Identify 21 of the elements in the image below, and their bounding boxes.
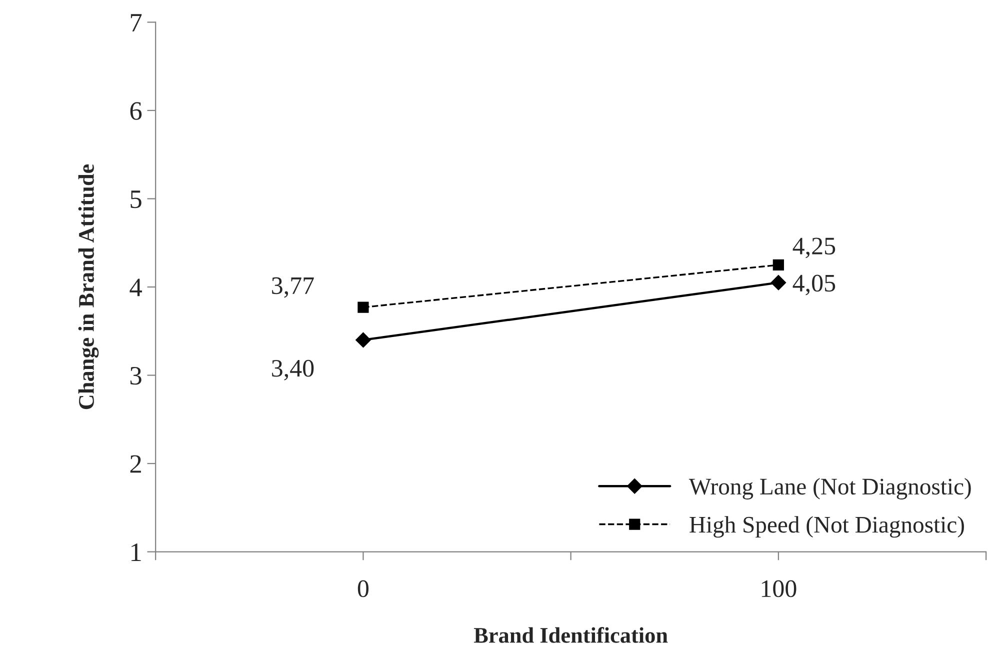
x-axis-title: Brand Identification (474, 627, 668, 643)
legend-label: Wrong Lane (Not Diagnostic) (688, 478, 971, 500)
y-tick-label: 7 (130, 14, 142, 32)
legend-label: High Speed (Not Diagnostic) (690, 516, 964, 538)
y-tick-label: 1 (132, 544, 141, 561)
y-tick-label: 2 (130, 455, 141, 473)
y-tick-label: 4 (130, 278, 142, 296)
data-label: 3,77 (272, 277, 314, 298)
data-label: 3,40 (272, 360, 314, 380)
y-tick-label: 5 (130, 190, 142, 208)
x-tick-label: 100 (762, 580, 796, 598)
point (358, 302, 369, 313)
point (772, 259, 784, 270)
point (770, 275, 786, 290)
data-label: 4,25 (792, 238, 836, 258)
y-tick-label: 6 (130, 102, 142, 120)
point (356, 332, 371, 348)
x-tick-label: 0 (358, 580, 368, 598)
y-axis-title: Change in Brand Attitude (78, 164, 99, 410)
data-label: 4,05 (792, 274, 836, 296)
y-tick-label: 3 (130, 366, 142, 385)
